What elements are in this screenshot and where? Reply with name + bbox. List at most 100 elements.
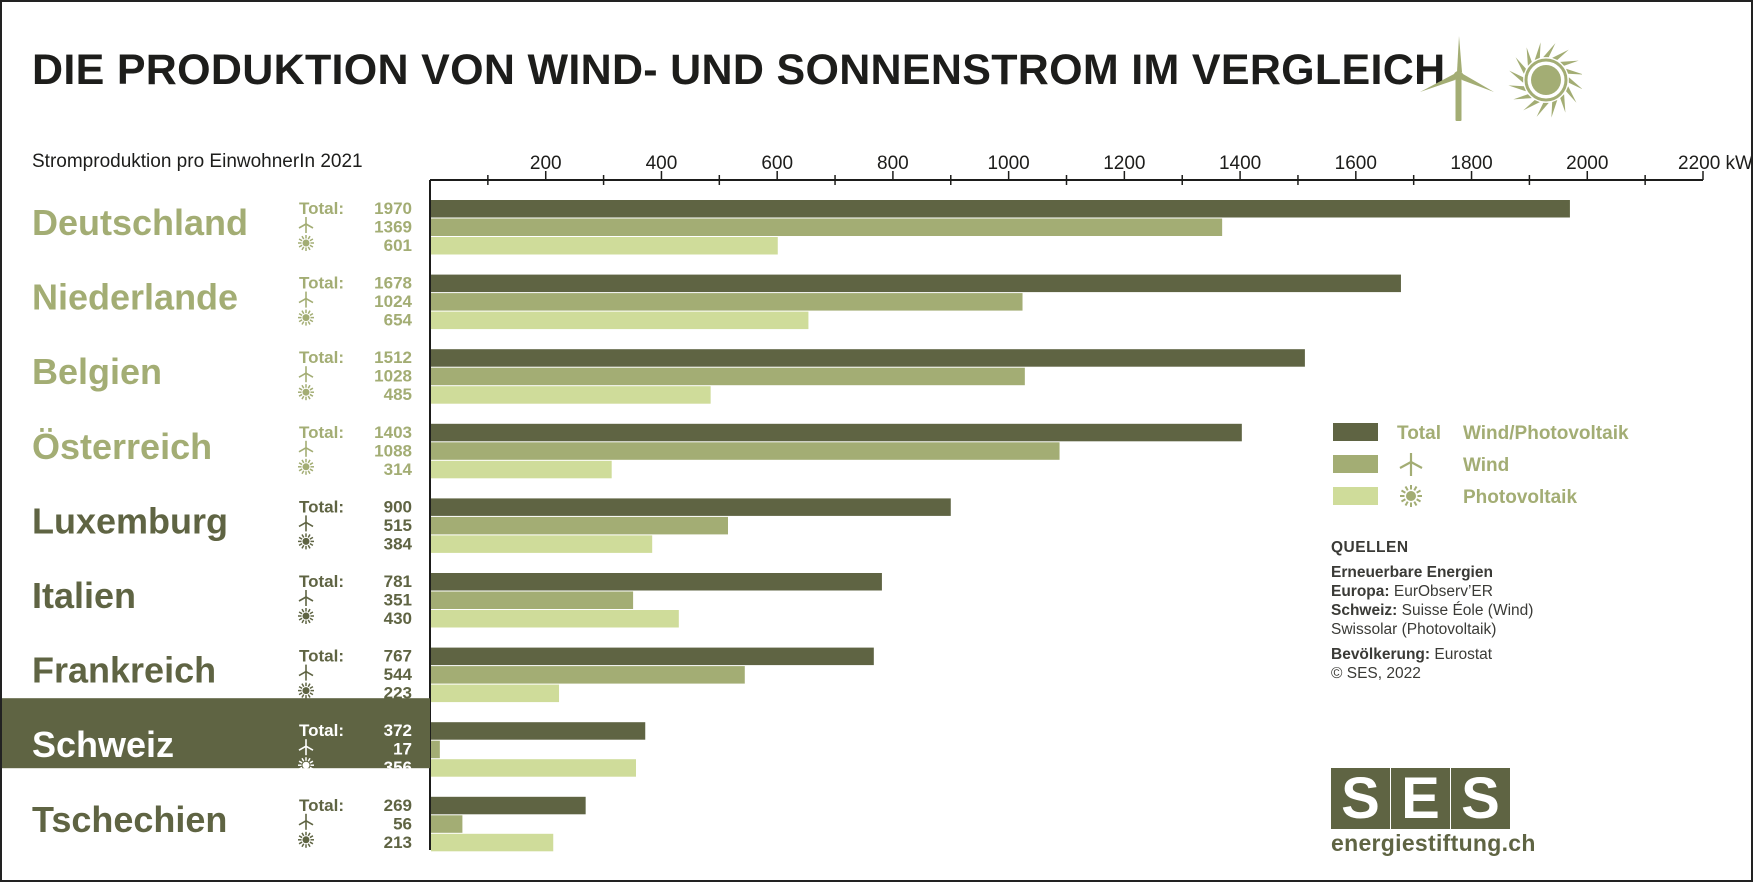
wind-turbine-icon	[298, 366, 314, 383]
value-label: 269	[384, 796, 412, 815]
logo-url: energiestiftung.ch	[1331, 830, 1536, 856]
bar-photovoltaik-4	[431, 535, 653, 553]
chart-subtitle: Stromproduktion pro EinwohnerIn 2021	[32, 151, 363, 172]
value-label: 1024	[374, 292, 412, 311]
value-label: 1678	[374, 274, 412, 293]
bar-photovoltaik-1	[431, 311, 809, 330]
x-tick-label: 1800	[1450, 153, 1492, 174]
country-name: Deutschland	[32, 202, 248, 243]
bar-photovoltaik-8	[431, 833, 554, 852]
bar-wind-8	[431, 815, 463, 833]
value-label: 1970	[374, 199, 412, 218]
wind-turbine-icon	[298, 590, 314, 606]
wind-turbine-icon	[1420, 36, 1494, 121]
bar-photovoltaik-2	[431, 386, 711, 404]
title-icons	[1420, 36, 1582, 121]
sources-europa-label: Europa:	[1331, 583, 1390, 600]
wind-turbine-icon	[298, 739, 314, 756]
country-name: Tschechien	[32, 799, 227, 840]
value-label: 1512	[374, 348, 412, 367]
value-label: 767	[384, 647, 412, 666]
highlight-band	[2, 698, 430, 769]
sun-icon	[1508, 42, 1582, 118]
sources-heading: QUELLEN	[1331, 539, 1409, 556]
value-label: 485	[384, 385, 412, 404]
bar-total-8	[431, 796, 586, 815]
bar-total-7	[431, 722, 646, 740]
total-prefix: Total:	[299, 423, 344, 442]
wind-turbine-icon	[298, 515, 314, 532]
bar-total-3	[431, 423, 1242, 442]
value-label: 384	[384, 534, 413, 553]
wind-turbine-icon	[298, 291, 314, 308]
legend-desc: Photovoltaik	[1463, 487, 1577, 508]
country-name: Österreich	[32, 426, 212, 467]
sun-icon	[298, 682, 314, 699]
x-tick-label: 200	[530, 153, 562, 174]
x-tick-label: 2200 kWh	[1678, 153, 1751, 174]
value-label: 781	[384, 572, 412, 591]
sun-icon	[298, 384, 314, 401]
value-label: 213	[384, 833, 412, 852]
legend-swatch	[1333, 487, 1378, 505]
legend-desc: Wind	[1463, 455, 1509, 476]
legend-swatch	[1333, 423, 1378, 441]
value-label: 1369	[374, 218, 412, 237]
bar-wind-5	[431, 591, 634, 609]
value-label: 654	[384, 311, 413, 330]
sources-copyright: © SES, 2022	[1331, 665, 1421, 682]
value-label: 900	[384, 497, 412, 516]
legend-desc: Wind/Photovoltaik	[1463, 423, 1629, 444]
bar-total-1	[431, 274, 1401, 293]
value-label: 356	[384, 758, 412, 777]
total-prefix: Total:	[299, 796, 344, 815]
total-prefix: Total:	[299, 348, 344, 367]
sun-icon	[298, 831, 314, 848]
bar-photovoltaik-5	[431, 610, 679, 628]
country-name: Schweiz	[32, 724, 174, 765]
wind-turbine-icon	[1399, 453, 1423, 476]
total-prefix: Total:	[299, 497, 344, 516]
legend-swatch	[1333, 455, 1378, 473]
sources-europa-value: EurObserv’ER	[1393, 583, 1493, 600]
bar-wind-1	[431, 293, 1023, 311]
sources-line1: Erneuerbare Energien	[1331, 564, 1493, 581]
x-tick-label: 600	[761, 153, 793, 174]
value-label: 601	[384, 236, 412, 255]
sources-schweiz-value2: Swissolar (Photovoltaik)	[1331, 621, 1497, 638]
bar-wind-2	[431, 367, 1025, 386]
bar-photovoltaik-3	[431, 460, 612, 479]
value-label: 430	[384, 609, 412, 628]
bar-wind-0	[431, 218, 1223, 236]
logo-letter-s2: S	[1451, 768, 1510, 829]
total-prefix: Total:	[299, 274, 344, 293]
bar-wind-3	[431, 442, 1060, 460]
x-tick-label: 1400	[1219, 153, 1261, 174]
value-label: 351	[384, 591, 412, 610]
bar-wind-6	[431, 666, 745, 684]
x-tick-label: 1200	[1103, 153, 1145, 174]
bar-total-2	[431, 349, 1305, 367]
logo-letter-s1: S	[1331, 768, 1390, 829]
sources-schweiz-value: Suisse Éole (Wind)	[1401, 602, 1534, 619]
total-prefix: Total:	[299, 647, 344, 666]
bar-photovoltaik-0	[431, 237, 778, 255]
sun-icon	[298, 235, 314, 251]
value-label: 1088	[374, 441, 412, 460]
value-label: 1403	[374, 423, 412, 442]
value-label: 544	[384, 665, 413, 684]
value-label: 56	[393, 814, 412, 833]
sun-icon	[298, 458, 314, 475]
bar-total-0	[431, 200, 1570, 218]
wind-turbine-icon	[298, 217, 314, 233]
sun-icon	[298, 309, 314, 326]
value-label: 1028	[374, 367, 412, 386]
